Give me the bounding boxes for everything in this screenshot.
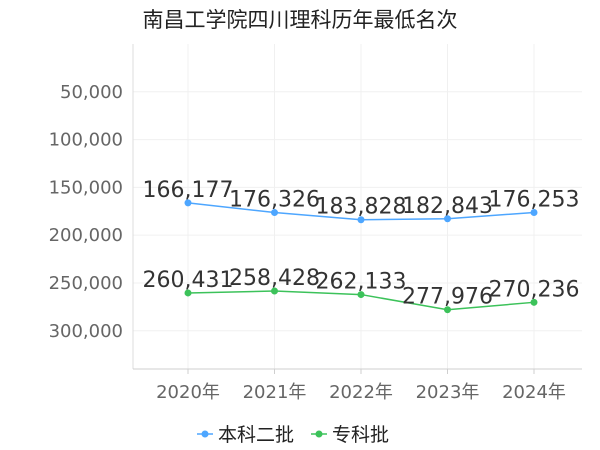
data-label: 176,253 bbox=[489, 187, 580, 212]
legend: 本科二批 专科批 bbox=[197, 424, 389, 446]
y-tick-label: 100,000 bbox=[49, 130, 123, 151]
y-tick-label: 50,000 bbox=[60, 82, 123, 103]
data-label: 277,976 bbox=[402, 285, 493, 310]
data-label: 183,828 bbox=[316, 195, 407, 220]
data-point bbox=[530, 298, 538, 306]
data-point bbox=[530, 208, 538, 216]
grid-layer bbox=[133, 44, 582, 369]
data-label: 270,236 bbox=[489, 277, 580, 302]
y-tick-label: 200,000 bbox=[49, 225, 123, 246]
data-point bbox=[357, 216, 365, 224]
legend-label: 本科二批 bbox=[218, 424, 294, 446]
data-point bbox=[271, 287, 278, 295]
data-label: 176,326 bbox=[229, 188, 320, 213]
data-label: 258,428 bbox=[229, 266, 320, 291]
data-label: 260,431 bbox=[143, 268, 234, 293]
x-tick-label: 2020年 bbox=[156, 382, 220, 403]
series-layer bbox=[184, 199, 538, 314]
x-tick-label: 2023年 bbox=[416, 382, 480, 403]
data-point bbox=[357, 291, 365, 299]
y-tick-label: 300,000 bbox=[49, 321, 123, 342]
data-point bbox=[271, 209, 278, 217]
x-tick-label: 2022年 bbox=[329, 382, 393, 403]
y-tick-label: 250,000 bbox=[49, 273, 123, 294]
legend-label: 专科批 bbox=[332, 424, 389, 446]
data-point bbox=[444, 215, 451, 223]
chart-title: 南昌工学院四川理科历年最低名次 bbox=[143, 8, 458, 32]
data-label: 166,177 bbox=[143, 178, 234, 203]
x-tick-label: 2021年 bbox=[243, 382, 307, 403]
legend-marker-icon bbox=[201, 430, 209, 438]
data-label: 182,843 bbox=[402, 194, 493, 219]
y-tick-label: 150,000 bbox=[49, 177, 123, 198]
data-point bbox=[444, 306, 451, 314]
data-point bbox=[184, 199, 192, 207]
x-tick-label: 2024年 bbox=[502, 382, 566, 403]
data-point bbox=[184, 289, 192, 297]
legend-marker-icon bbox=[315, 430, 323, 438]
data-label: 262,133 bbox=[316, 270, 407, 295]
axis-layer: 50,000 100,000 150,000 200,000 250,000 300,00… bbox=[49, 44, 582, 403]
